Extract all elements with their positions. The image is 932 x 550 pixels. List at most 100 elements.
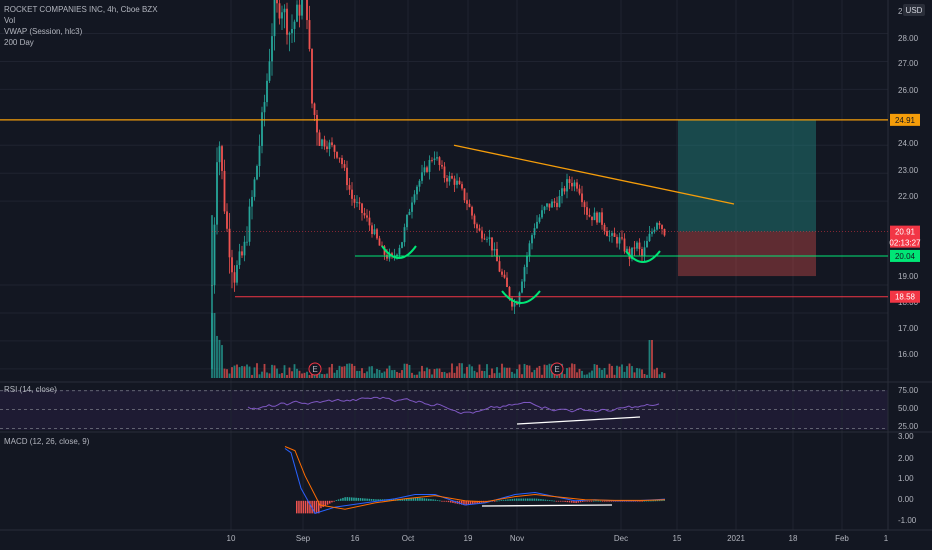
candle-body bbox=[438, 157, 441, 166]
macd-hist-bar bbox=[542, 499, 544, 501]
ma-legend[interactable]: 200 Day bbox=[4, 38, 34, 47]
macd-hist-bar bbox=[654, 500, 657, 502]
volume-bar bbox=[488, 374, 491, 378]
volume-bar bbox=[563, 374, 566, 378]
volume-bar bbox=[543, 364, 546, 378]
earnings-marker-1[interactable]: E bbox=[308, 362, 322, 376]
candle-body bbox=[416, 186, 418, 195]
candle-body bbox=[486, 238, 488, 240]
candle-body bbox=[538, 217, 541, 222]
macd-hist-bar bbox=[533, 498, 536, 501]
candle-body bbox=[421, 172, 423, 181]
candle-body bbox=[506, 277, 508, 287]
macd-hist-bar bbox=[597, 500, 599, 502]
macd-hist-bar bbox=[531, 498, 533, 501]
volume-bar bbox=[541, 374, 543, 378]
candle-body bbox=[446, 178, 448, 182]
macd-divergence-line[interactable] bbox=[481, 504, 613, 507]
pattern-arc-right[interactable] bbox=[625, 250, 661, 263]
earnings-marker-label: E bbox=[312, 365, 317, 374]
pattern-arc-middle[interactable] bbox=[501, 290, 541, 304]
volume-bar bbox=[218, 339, 221, 378]
macd-hist-bar bbox=[320, 500, 322, 509]
volume-bar bbox=[448, 372, 451, 378]
candle-body bbox=[631, 247, 633, 259]
candle-body bbox=[296, 4, 298, 22]
candle-body bbox=[448, 175, 451, 182]
rsi-divergence-line[interactable] bbox=[516, 416, 641, 425]
volume-bar bbox=[593, 364, 596, 378]
candle-body bbox=[216, 162, 218, 225]
rsi-legend[interactable]: RSI (14, close) bbox=[4, 385, 57, 394]
volume-bar bbox=[213, 313, 216, 378]
pattern-arc-left[interactable] bbox=[381, 245, 417, 259]
macd-hist-bar bbox=[403, 498, 406, 501]
volume-bar bbox=[396, 371, 398, 378]
candle-body bbox=[658, 222, 661, 226]
volume-bar bbox=[571, 363, 573, 378]
macd-hist-bar bbox=[357, 497, 360, 501]
macd-hist-bar bbox=[304, 500, 307, 514]
candle-body bbox=[458, 180, 461, 185]
macd-hist-bar bbox=[562, 500, 564, 502]
volume-bar bbox=[586, 374, 588, 378]
volume-bar bbox=[528, 365, 531, 378]
candle-body bbox=[593, 212, 596, 221]
currency-label: USD bbox=[906, 6, 923, 15]
macd-hist-bar bbox=[500, 500, 503, 501]
volume-legend[interactable]: Vol bbox=[4, 16, 16, 25]
price-countdown-label: 02:13:27 bbox=[889, 239, 921, 248]
macd-hist-bar bbox=[441, 500, 443, 502]
candle-body bbox=[551, 201, 553, 208]
earnings-marker-2[interactable]: E bbox=[550, 362, 564, 376]
candle-body bbox=[491, 237, 493, 251]
volume-bar bbox=[603, 368, 606, 378]
candle-body bbox=[346, 167, 348, 186]
time-tick: 18 bbox=[789, 534, 798, 543]
candle-body bbox=[213, 224, 216, 286]
macd-hist-bar bbox=[362, 498, 364, 501]
macd-hist-bar bbox=[302, 500, 305, 514]
macd-hist-bar bbox=[465, 500, 467, 506]
volume-bar bbox=[376, 368, 378, 378]
macd-hist-bar bbox=[436, 500, 439, 501]
candle-body bbox=[273, 0, 276, 37]
volume-bar bbox=[606, 374, 608, 378]
volume-bar bbox=[533, 369, 536, 378]
candle-body bbox=[436, 157, 438, 159]
volume-bar bbox=[301, 373, 303, 378]
volume-bar bbox=[458, 363, 461, 378]
vwap-legend[interactable]: VWAP (Session, hlc3) bbox=[4, 27, 83, 36]
macd-hist-bar bbox=[406, 498, 408, 501]
candle-body bbox=[433, 158, 436, 161]
macd-hist-bar bbox=[419, 497, 421, 501]
position-target-zone[interactable] bbox=[678, 119, 816, 232]
macd-hist-bar bbox=[663, 500, 665, 501]
candle-body bbox=[523, 267, 526, 282]
candle-body bbox=[571, 182, 573, 187]
volume-bar bbox=[638, 368, 641, 378]
candle-body bbox=[663, 229, 666, 236]
macd-hist-bar bbox=[538, 498, 540, 501]
candle-body bbox=[456, 180, 458, 185]
candle-body bbox=[483, 238, 486, 240]
macd-legend[interactable]: MACD (12, 26, close, 9) bbox=[4, 437, 90, 446]
macd-hist-bar bbox=[648, 500, 650, 502]
candle-body bbox=[378, 238, 381, 246]
macd-hist-bar bbox=[425, 498, 428, 501]
volume-bar bbox=[281, 373, 283, 378]
candle-body bbox=[356, 202, 358, 204]
time-axis[interactable]: 10 Sep 16 Oct 19 Nov Dec 15 2021 18 Feb … bbox=[227, 534, 889, 543]
candle-body bbox=[236, 265, 238, 283]
descending-trendline[interactable] bbox=[453, 144, 735, 205]
position-stop-zone[interactable] bbox=[678, 231, 816, 277]
currency-badge[interactable]: USD bbox=[903, 4, 925, 16]
volume-bar bbox=[381, 372, 383, 378]
volume-bar bbox=[663, 373, 666, 378]
candle-body bbox=[601, 212, 603, 225]
volume-bar bbox=[526, 365, 528, 378]
symbol-legend[interactable]: ROCKET COMPANIES INC, 4h, Cboe BZX bbox=[4, 5, 158, 14]
candle-body bbox=[513, 303, 516, 307]
candle-body bbox=[331, 142, 333, 146]
